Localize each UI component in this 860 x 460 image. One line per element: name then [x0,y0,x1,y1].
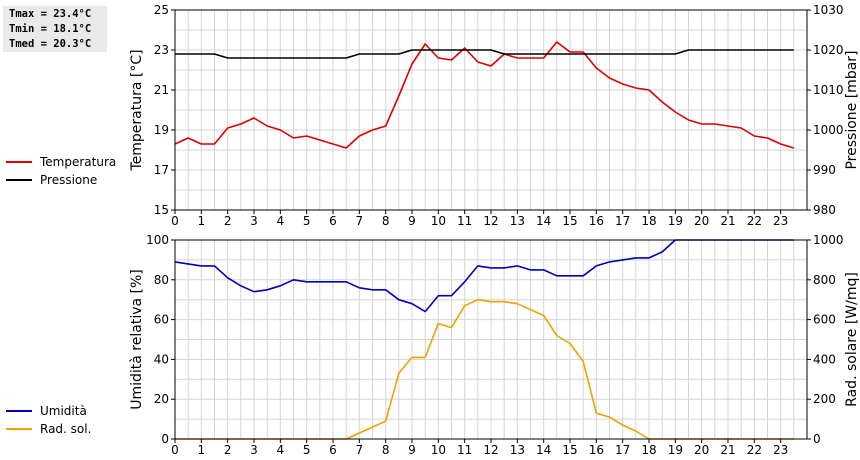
x-tick-label: 16 [589,214,604,228]
series-line-pressione [175,49,794,59]
x-tick-label: 12 [483,443,498,457]
series-line-temperatura [174,41,795,149]
x-tick-label: 11 [457,214,472,228]
x-tick-label: 6 [329,214,337,228]
x-tick-label: 7 [356,443,364,457]
x-tick-label: 11 [457,443,472,457]
chart-panel-2: 0 1 2 3 4 5 6 7 8 9 10 11 12 13 14 15 16 17 18 19 20 21 22 2302… [129,233,860,457]
legend-item-pressione: Pressione [6,171,116,189]
y2-axis-title: Pressione [mbar] [844,50,860,169]
legend-label-umidita: Umidità [40,404,87,418]
x-tick-label: 21 [720,214,735,228]
y2-tick-label: 200 [813,392,836,406]
x-tick-label: 14 [536,214,551,228]
x-tick-label: 22 [747,443,762,457]
x-tick-label: 7 [356,214,364,228]
y-tick-label: 23 [154,43,169,57]
x-tick-label: 4 [277,443,285,457]
x-tick-label: 19 [668,214,683,228]
stat-tmin: Tmin = 18.1°C [9,23,92,35]
x-tick-label: 14 [536,443,551,457]
legend-label-temperatura: Temperatura [40,155,117,169]
x-tick-label: 0 [171,443,179,457]
y-tick-label: 40 [154,352,169,366]
x-tick-label: 16 [589,443,604,457]
x-tick-label: 8 [382,443,390,457]
x-tick-label: 6 [329,443,337,457]
legend-label-pressione: Pressione [40,173,98,187]
x-tick-label: 17 [615,443,630,457]
x-tick-label: 20 [694,443,709,457]
x-tick-label: 2 [224,214,232,228]
y-tick-label: 15 [154,203,169,217]
x-tick-label: 8 [382,214,390,228]
y-tick-label: 60 [154,313,169,327]
legend-swatch-temperatura [6,161,32,163]
y2-tick-label: 0 [813,432,821,446]
x-tick-label: 19 [668,443,683,457]
legend-top: Temperatura Pressione [6,153,116,189]
stat-tmed: Tmed = 20.3°C [9,38,92,50]
x-tick-label: 23 [773,214,788,228]
x-tick-label: 21 [720,443,735,457]
y2-tick-label: 1030 [813,3,844,17]
x-tick-label: 3 [250,214,258,228]
legend-swatch-pressione [6,179,32,181]
y2-tick-label: 1000 [813,123,844,137]
y2-tick-label: 800 [813,273,836,287]
x-tick-label: 2 [224,443,232,457]
x-tick-label: 15 [562,214,577,228]
y2-tick-label: 1000 [813,233,844,247]
y-tick-label: 17 [154,163,169,177]
x-tick-label: 20 [694,214,709,228]
y-axis-title: Umidità relativa [%] [129,269,145,410]
y-tick-label: 100 [146,233,169,247]
legend-item-temperatura: Temperatura [6,153,116,171]
y-tick-label: 19 [154,123,169,137]
y2-tick-label: 990 [813,163,836,177]
legend-swatch-umidita [6,410,32,412]
x-tick-label: 5 [303,214,311,228]
x-tick-label: 1 [198,214,206,228]
x-tick-label: 17 [615,214,630,228]
x-tick-label: 9 [408,443,416,457]
y-tick-label: 80 [154,273,169,287]
stats-box: Tmax = 23.4°C Tmin = 18.1°C Tmed = 20.3°… [3,6,107,52]
x-tick-label: 5 [303,443,311,457]
x-tick-label: 3 [250,443,258,457]
x-tick-label: 15 [562,443,577,457]
legend-label-radsol: Rad. sol. [40,422,92,436]
chart-panel-1: 0 1 2 3 4 5 6 7 8 9 10 11 12 13 14 15 16 17 18 19 20 21 22 2315… [129,3,860,228]
x-tick-label: 10 [431,443,446,457]
y-axis-title: Temperatura [°C] [129,49,145,171]
legend-bottom: Umidità Rad. sol. [6,402,91,438]
y2-tick-label: 1020 [813,43,844,57]
y-tick-label: 0 [161,432,169,446]
x-tick-label: 9 [408,214,416,228]
y-tick-label: 20 [154,392,169,406]
x-tick-label: 0 [171,214,179,228]
x-tick-label: 10 [431,214,446,228]
y-tick-label: 25 [154,3,169,17]
x-tick-label: 13 [510,443,525,457]
y2-axis-title: Rad. solare [W/mq] [844,272,860,407]
y2-tick-label: 600 [813,313,836,327]
y2-tick-label: 1010 [813,83,844,97]
x-tick-label: 13 [510,214,525,228]
y2-tick-label: 980 [813,203,836,217]
stat-tmax: Tmax = 23.4°C [9,8,92,20]
y-tick-label: 21 [154,83,169,97]
legend-swatch-radsol [6,428,32,430]
x-tick-label: 12 [483,214,498,228]
x-tick-label: 18 [641,214,656,228]
x-tick-label: 1 [198,443,206,457]
x-tick-label: 4 [277,214,285,228]
x-tick-label: 18 [641,443,656,457]
legend-item-umidita: Umidità [6,402,91,420]
y2-tick-label: 400 [813,352,836,366]
x-tick-label: 22 [747,214,762,228]
x-tick-label: 23 [773,443,788,457]
legend-item-radsol: Rad. sol. [6,420,91,438]
